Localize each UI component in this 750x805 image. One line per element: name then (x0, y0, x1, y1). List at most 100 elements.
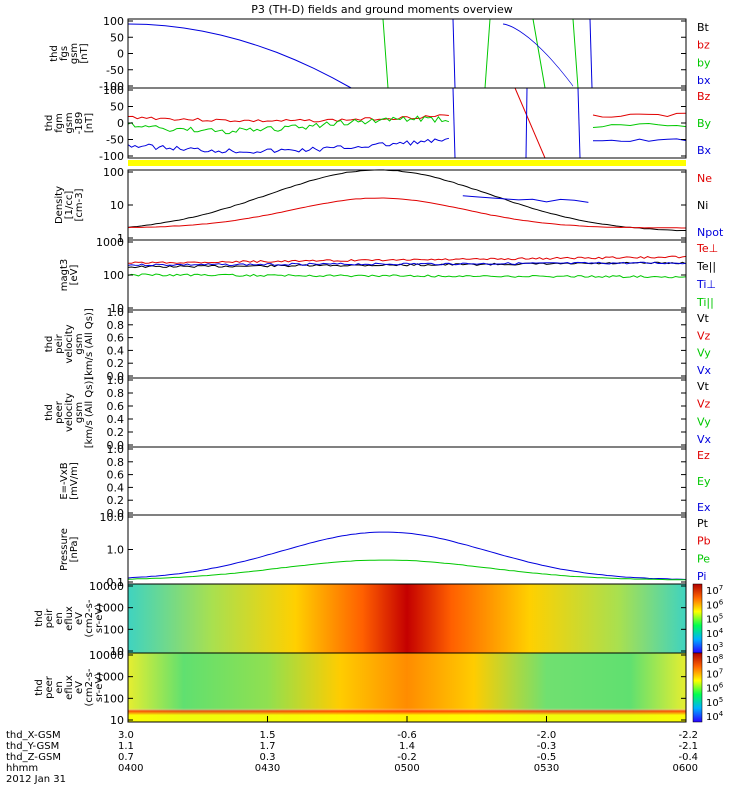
legend-pt: Pt (697, 517, 709, 530)
x-row-value: -2.0 (537, 730, 557, 741)
trace-bz-jump (514, 87, 546, 159)
y-tick-label: 0.8 (107, 456, 125, 469)
y-tick-label: 0.4 (107, 413, 125, 426)
y-tick-label: 100 (103, 84, 124, 97)
chart-title: P3 (TH-D) fields and ground moments over… (251, 3, 513, 16)
y-axis-label-line: fgs (59, 46, 70, 61)
trace-bx-jump-3 (577, 87, 581, 159)
y-axis-label: Pressure[nPa] (59, 528, 80, 571)
x-row-value: -0.5 (537, 752, 557, 763)
legend-ey: Ey (697, 475, 711, 488)
trace-bz-tail (592, 112, 687, 118)
colorbar-label: 107 (706, 667, 723, 680)
legend-bx: bx (697, 74, 711, 87)
y-axis-label: Density[1/cc][cm-3] (54, 186, 85, 224)
y-tick-label: 1.0 (107, 306, 125, 319)
y-axis-label-line: fgm (54, 113, 65, 133)
y-tick-label: 0.6 (107, 469, 125, 482)
x-row-value: -0.4 (678, 752, 698, 763)
y-axis-label-line: [1/cc] (64, 191, 75, 220)
x-row-value: 0530 (534, 763, 559, 774)
y-axis-label-line: peir (44, 608, 55, 628)
colorbar-exponent: 6 (719, 682, 724, 690)
y-axis-label-line: -189 (74, 112, 85, 135)
y-axis-label-line: [nT] (84, 113, 95, 133)
y-tick-label: -100 (99, 150, 124, 163)
y-axis-label: E=-VxB[mV/m] (59, 462, 80, 500)
y-axis-label: thdfgmgsm-189[nT] (44, 112, 95, 135)
trace-by-jump-3 (572, 18, 579, 89)
y-axis-label-line: eflux (64, 606, 75, 631)
y-axis-label-line: thd (44, 336, 55, 353)
y-axis-label-line: thd (49, 45, 60, 62)
trace-ne (127, 197, 686, 229)
panel-pressure: 10.0 1.0 0.1 Pressure[nPa] Pt Pb Pe Pi (59, 511, 711, 589)
y-axis-label: thdpeervelocitygsm[km/s (All Qs)] (44, 377, 95, 449)
legend-npot: Npot (697, 226, 724, 239)
y-tick-label: 1000 (96, 602, 124, 615)
legend-vz: Vz (697, 398, 711, 411)
y-tick-label: 1.0 (107, 374, 125, 387)
x-axis-table: thd_X-GSM 3.0 1.5 -0.6 -2.0 -2.2 thd_Y-GSM 1.1 1… (6, 716, 698, 785)
trace-bx (127, 137, 450, 154)
x-row-label: hhmm (6, 763, 38, 774)
x-row-value: -2.2 (678, 730, 698, 741)
y-tick-label: 0 (117, 48, 124, 61)
legend-pe: Pe (697, 552, 710, 565)
y-axis-label-line: [cm-3] (74, 188, 85, 221)
legend-ni: Ni (697, 199, 708, 212)
legend-vy: Vy (697, 415, 711, 428)
y-axis-label-line: [km/s (All Qs)] (84, 377, 95, 449)
panel-density: 100 10 1 Density[1/cc][cm-3] Ne Ni Npot (54, 166, 724, 245)
legend-ti||: Ti|| (696, 296, 714, 309)
x-row-value: 0400 (118, 763, 143, 774)
y-tick-label: 0.4 (107, 344, 125, 357)
colorbar-exponent: 3 (719, 641, 723, 649)
x-row-value: 0500 (394, 763, 419, 774)
panel-peer_spec: 10000 1000 100 10 thdpeerenefluxeV(cm2-s-sr-… (34, 649, 724, 727)
y-tick-label: 0.1 (107, 576, 125, 589)
y-tick-label: 50 (110, 31, 124, 44)
panel-fgm: 100 50 0 -50 -100 thdfgmgsm-189[nT] Bz By Bx (44, 84, 712, 166)
y-axis-label-line: (cm2-s- (84, 599, 95, 637)
legend-ti⊥: Ti⊥ (696, 278, 716, 291)
trace-bx-tail (503, 23, 574, 87)
panel-frame (127, 239, 687, 311)
spectrogram-fill (128, 584, 686, 653)
x-row-value: -0.3 (537, 741, 557, 752)
y-tick-label: 10 (110, 645, 124, 658)
trace-bx-jump (452, 87, 456, 159)
trace-by-tail (592, 122, 687, 128)
x-row-value: -0.6 (397, 730, 417, 741)
y-tick-label: 0.0 (107, 507, 125, 520)
panel-frame (127, 87, 687, 159)
colorbar-exponent: 4 (719, 710, 724, 718)
y-axis-label-line: sr-eV) (94, 673, 105, 702)
legend-pb: Pb (697, 535, 711, 548)
y-tick-label: 100 (103, 269, 124, 282)
legend-bz: bz (697, 39, 710, 52)
colorbar-exponent: 4 (719, 627, 724, 635)
colorbar-exponent: 5 (719, 696, 723, 704)
y-axis-label-line: peir (54, 333, 65, 353)
legend-te⊥: Te⊥ (696, 242, 718, 255)
y-axis-label-line: E=-VxB (59, 462, 70, 499)
trace-bz (127, 114, 449, 123)
panel-temp: 1000 100 10 magt3[eV] Te⊥ Te|| Ti⊥ Ti|| (59, 236, 718, 315)
trace-ti-perp (127, 261, 687, 267)
y-tick-label: 10000 (89, 649, 124, 662)
spectrogram-band (128, 653, 686, 722)
y-tick-label: 0.2 (107, 357, 125, 370)
colorbar-label: 108 (706, 653, 723, 666)
y-tick-label: 10000 (89, 580, 124, 593)
y-tick-label: 1 (117, 232, 124, 245)
trace-pe (127, 559, 687, 581)
legend-ne: Ne (697, 172, 712, 185)
y-tick-label: 0.4 (107, 481, 125, 494)
colorbar-label: 104 (706, 710, 724, 723)
y-tick-label: 100 (103, 15, 124, 28)
legend-vz: Vz (697, 329, 711, 342)
y-tick-label: 10 (110, 714, 124, 727)
panel-peervel: 1.00.80.60.40.20.0 thdpeervelocitygsm[km/… (44, 374, 712, 452)
trace-by (127, 115, 450, 135)
